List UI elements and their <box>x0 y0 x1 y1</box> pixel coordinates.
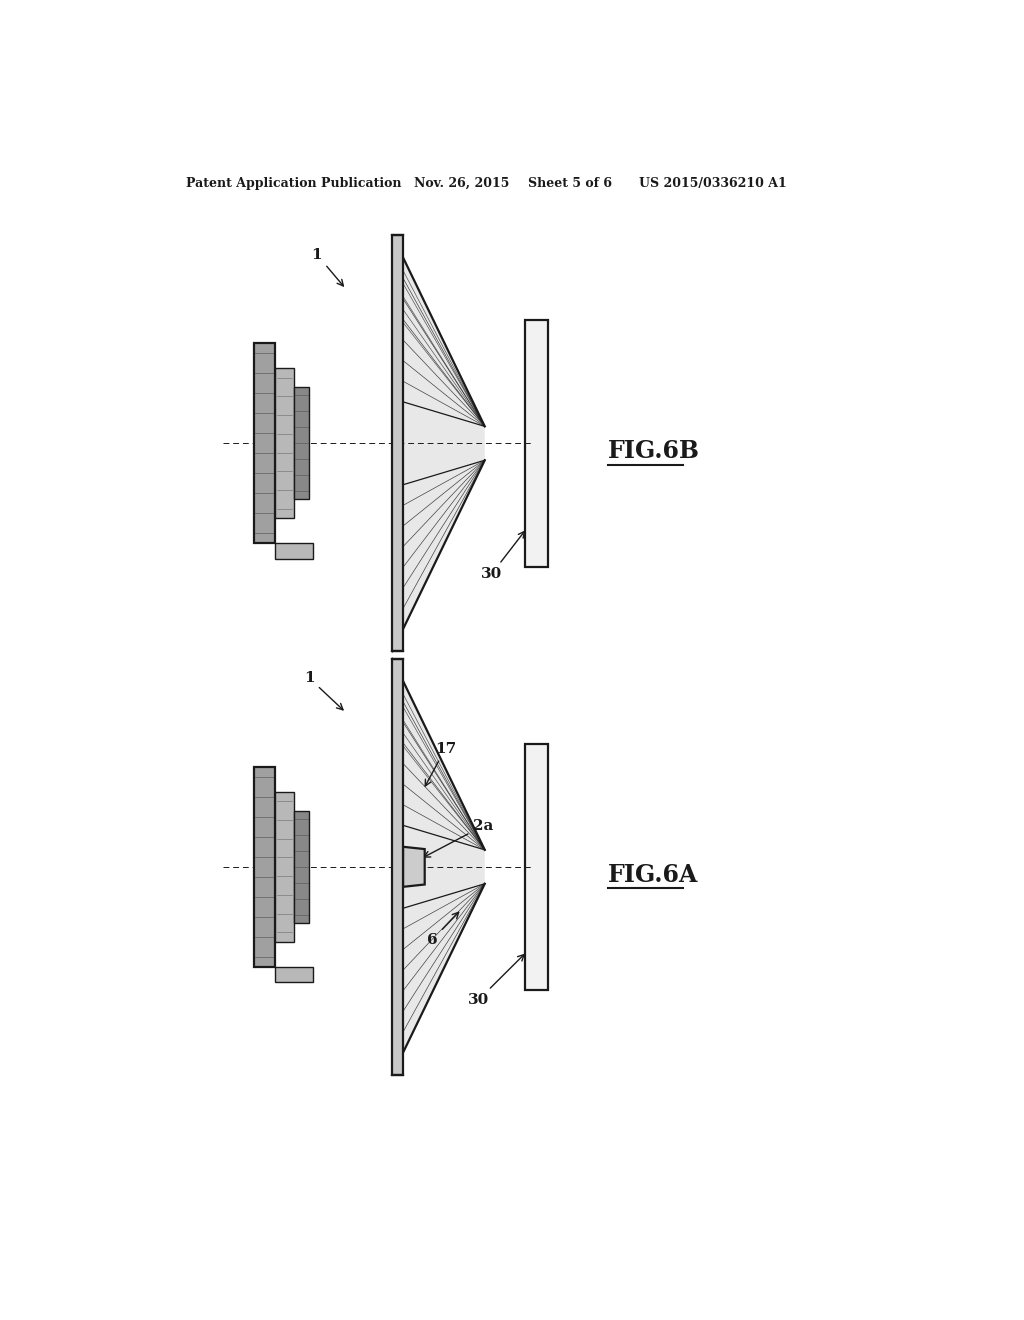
Text: 2a: 2a <box>424 818 494 857</box>
Polygon shape <box>392 659 484 1074</box>
FancyBboxPatch shape <box>294 810 309 923</box>
Text: FIG.6A: FIG.6A <box>608 862 698 887</box>
Text: 30: 30 <box>481 532 524 581</box>
FancyBboxPatch shape <box>254 343 275 544</box>
Text: Patent Application Publication: Patent Application Publication <box>186 177 401 190</box>
Polygon shape <box>392 659 403 1074</box>
Text: 17: 17 <box>425 742 456 785</box>
Polygon shape <box>392 235 484 651</box>
FancyBboxPatch shape <box>275 368 294 519</box>
Text: Sheet 5 of 6: Sheet 5 of 6 <box>528 177 612 190</box>
Text: US 2015/0336210 A1: US 2015/0336210 A1 <box>639 177 786 190</box>
FancyBboxPatch shape <box>275 792 294 942</box>
FancyBboxPatch shape <box>275 966 313 982</box>
Text: 1: 1 <box>304 671 343 710</box>
FancyBboxPatch shape <box>254 767 275 966</box>
Polygon shape <box>392 235 403 651</box>
FancyBboxPatch shape <box>524 321 548 566</box>
FancyBboxPatch shape <box>294 388 309 499</box>
Polygon shape <box>403 847 425 887</box>
FancyBboxPatch shape <box>275 544 313 558</box>
Text: 30: 30 <box>468 954 524 1007</box>
Text: 6: 6 <box>427 912 459 946</box>
FancyBboxPatch shape <box>524 743 548 990</box>
Text: FIG.6B: FIG.6B <box>608 440 699 463</box>
Text: 1: 1 <box>311 248 343 286</box>
Text: Nov. 26, 2015: Nov. 26, 2015 <box>414 177 509 190</box>
